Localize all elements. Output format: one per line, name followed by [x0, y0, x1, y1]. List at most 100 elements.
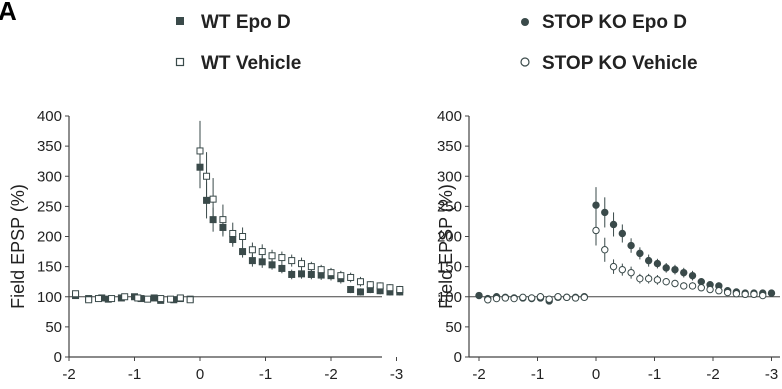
data-point: [376, 282, 384, 290]
chart-right: 0 50 100 150 200 250 300 350 400 -2 -1 0 -1 -2 -3 Field…: [436, 108, 780, 383]
legend-label-stop-ko-epo-d: STOP KO Epo D: [542, 12, 687, 33]
data-point: [366, 281, 374, 289]
data-point: [644, 256, 653, 265]
data-point: [580, 293, 588, 302]
data-point: [219, 216, 227, 224]
y-tick-label: 250: [437, 198, 462, 215]
x-tick-label: 0: [592, 366, 600, 383]
data-point: [671, 265, 679, 274]
y-tick-label: 300: [37, 168, 62, 185]
data-point: [609, 220, 618, 229]
data-point: [258, 248, 266, 256]
y-tick-label: 150: [437, 259, 462, 276]
y-tick-label: 50: [45, 319, 62, 336]
x-tick-label: -3: [390, 366, 403, 383]
x-tick-label: -2: [62, 366, 75, 383]
data-point: [653, 259, 662, 268]
data-point: [278, 264, 286, 272]
legend-right: STOP KO Epo D STOP KO Vehicle: [520, 12, 698, 74]
data-point: [85, 296, 93, 304]
panel-letter: A: [0, 0, 17, 26]
data-point: [298, 270, 306, 278]
data-point: [627, 241, 635, 250]
legend-marker-stop-ko-epo-d: [521, 18, 529, 26]
y-axis-title: Field EPSP (%): [8, 184, 28, 309]
data-point: [298, 260, 306, 268]
data-point: [248, 246, 256, 254]
legend-left: WT Epo D WT Vehicle: [175, 12, 301, 74]
series-wt-vehicle: [72, 120, 404, 304]
y-tick-label: 100: [437, 289, 462, 306]
data-point: [697, 277, 705, 286]
legend-marker-wt-epo-d: [176, 17, 184, 25]
data-point: [601, 246, 609, 254]
legend-label-wt-vehicle: WT Vehicle: [201, 53, 301, 74]
x-tick-label: 0: [196, 366, 204, 383]
data-point: [121, 293, 129, 301]
data-point: [307, 263, 315, 271]
data-point: [662, 277, 670, 286]
data-point: [759, 291, 767, 300]
data-point: [527, 294, 536, 302]
data-point: [741, 290, 749, 299]
data-point: [618, 265, 627, 274]
data-point: [72, 290, 80, 298]
data-point: [268, 252, 276, 260]
data-point: [150, 294, 158, 302]
data-point: [501, 294, 510, 302]
data-point: [258, 258, 266, 266]
y-axis-title: Field EPSP (%): [436, 184, 456, 309]
data-point: [627, 268, 635, 277]
data-point: [571, 294, 580, 302]
data-point: [636, 249, 644, 258]
y-tick-label: 200: [37, 229, 62, 246]
data-point: [519, 293, 527, 302]
y-tick-label: 200: [437, 229, 462, 246]
y-tick-label: 50: [445, 319, 462, 336]
data-point: [229, 229, 237, 237]
y-tick-label: 250: [37, 198, 62, 215]
legend-marker-stop-ko-vehicle: [520, 57, 530, 67]
data-point: [94, 295, 102, 303]
data-point: [347, 286, 355, 294]
y-tick-label: 0: [54, 349, 62, 366]
data-point: [278, 254, 286, 262]
data-point: [636, 274, 644, 283]
chart-left: 0 50 100 150 200 250 300 350 400 -2 -1 0 -1 -2 -3 Field…: [8, 108, 404, 383]
x-tick-label: -3: [765, 366, 778, 383]
data-point: [209, 195, 217, 203]
y-tick-label: 350: [437, 138, 462, 155]
x-tick-label: -1: [128, 366, 141, 383]
legend-marker-wt-vehicle: [175, 57, 185, 67]
x-tick-label: -1: [259, 366, 272, 383]
data-point: [653, 276, 662, 284]
y-tick-label: 350: [37, 138, 62, 155]
data-point: [386, 284, 394, 292]
data-point: [327, 269, 335, 277]
data-point: [134, 294, 142, 302]
data-point: [484, 296, 492, 304]
data-point: [715, 287, 723, 295]
y-tick-label: 150: [37, 259, 62, 276]
data-point: [609, 262, 618, 271]
y-tick-label: 0: [454, 349, 462, 366]
data-point: [536, 293, 545, 301]
y-tick-label: 100: [37, 289, 62, 306]
data-point: [723, 288, 732, 297]
data-point: [176, 294, 184, 302]
data-point: [592, 226, 600, 235]
x-tick-label: -1: [531, 366, 544, 383]
data-point: [644, 274, 653, 283]
data-point: [688, 282, 697, 290]
data-point: [307, 270, 315, 278]
x-tick-label: -2: [472, 366, 485, 383]
data-point: [680, 282, 688, 290]
data-point: [767, 289, 776, 297]
data-point: [347, 273, 355, 281]
data-point: [592, 201, 600, 209]
x-tick-label: -2: [324, 366, 337, 383]
data-point: [706, 285, 714, 294]
data-point: [601, 208, 609, 217]
data-point: [356, 288, 364, 296]
